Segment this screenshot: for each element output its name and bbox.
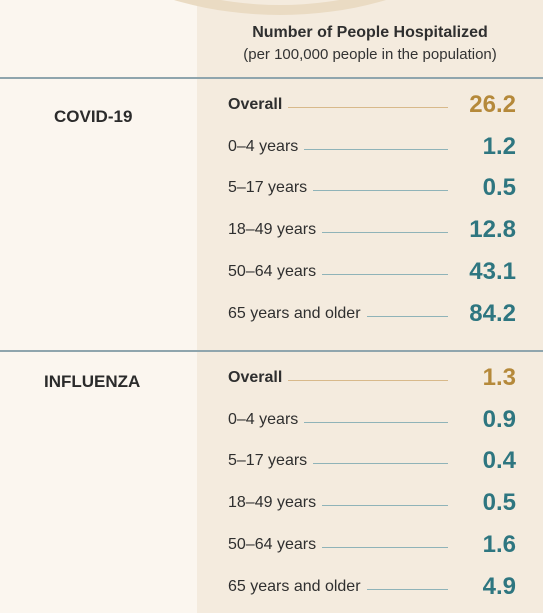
table-row: 50–64 years 1.6 [228,530,528,559]
table-row: Overall 1.3 [228,364,528,392]
section-label-influenza: INFLUENZA [44,372,141,391]
row-label: 5–17 years [228,179,314,198]
row-value: 0.9 [478,405,516,434]
row-label: 0–4 years [228,137,305,156]
divider-middle [0,350,543,352]
row-value: 0.5 [478,174,516,203]
row-label: 0–4 years [228,410,305,429]
leader-line [228,505,448,507]
leader-line [228,107,448,108]
row-value: 1.3 [478,364,516,392]
row-value: 0.4 [478,447,516,476]
section-label-covid: COVID-19 [54,107,133,126]
table-title: Number of People Hospitalized [252,24,488,41]
table-row: 5–17 years 0.4 [228,447,528,476]
leader-line [228,232,448,234]
row-label: Overall [228,96,289,114]
row-value: 1.2 [478,132,516,161]
row-value: 43.1 [465,257,516,286]
table-row: 0–4 years 1.2 [228,132,528,161]
row-value: 1.6 [478,530,516,559]
row-value: 0.5 [478,489,516,518]
left-panel [0,0,197,613]
row-value: 84.2 [465,299,516,328]
row-value: 26.2 [465,91,516,119]
table-row: 50–64 years 43.1 [228,257,528,286]
table-row: 18–49 years 12.8 [228,216,528,245]
table-row: 5–17 years 0.5 [228,174,528,203]
row-label: 50–64 years [228,535,323,554]
leader-line [228,421,448,423]
row-label: 5–17 years [228,452,314,471]
table-row: 0–4 years 0.9 [228,405,528,434]
row-label: 50–64 years [228,262,323,281]
row-label: Overall [228,369,289,387]
row-value: 12.8 [465,216,516,245]
decorative-arc-inner [40,0,520,5]
leader-line [228,148,448,150]
leader-line [228,190,448,192]
table-row: 65 years and older 84.2 [228,299,528,328]
row-label: 65 years and older [228,304,367,323]
table-subtitle: (per 100,000 people in the population) [243,46,497,63]
row-value: 4.9 [478,572,516,601]
table-row: 65 years and older 4.9 [228,572,528,601]
leader-line [228,380,448,381]
row-label: 18–49 years [228,221,323,240]
leader-line [228,546,448,548]
row-label: 18–49 years [228,494,323,513]
table-row: 18–49 years 0.5 [228,489,528,518]
row-label: 65 years and older [228,577,367,596]
table-row: Overall 26.2 [228,91,528,119]
leader-line [228,463,448,465]
divider-top [0,77,543,79]
leader-line [228,273,448,275]
